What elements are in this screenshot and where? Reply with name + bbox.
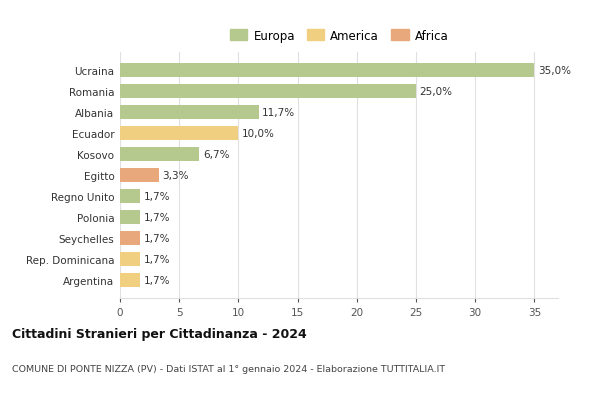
Bar xyxy=(120,211,140,225)
Bar xyxy=(120,253,140,267)
Bar xyxy=(120,106,259,120)
Text: 35,0%: 35,0% xyxy=(538,66,571,76)
Bar xyxy=(120,232,140,245)
Bar xyxy=(120,169,159,183)
Text: Cittadini Stranieri per Cittadinanza - 2024: Cittadini Stranieri per Cittadinanza - 2… xyxy=(12,327,307,340)
Bar xyxy=(120,148,199,162)
Text: 3,3%: 3,3% xyxy=(163,171,189,181)
Bar xyxy=(120,64,535,78)
Text: COMUNE DI PONTE NIZZA (PV) - Dati ISTAT al 1° gennaio 2024 - Elaborazione TUTTIT: COMUNE DI PONTE NIZZA (PV) - Dati ISTAT … xyxy=(12,364,445,373)
Text: 1,7%: 1,7% xyxy=(143,276,170,285)
Text: 10,0%: 10,0% xyxy=(242,129,275,139)
Text: 1,7%: 1,7% xyxy=(143,192,170,202)
Text: 1,7%: 1,7% xyxy=(143,255,170,265)
Text: 11,7%: 11,7% xyxy=(262,108,295,118)
Bar xyxy=(120,190,140,204)
Text: 25,0%: 25,0% xyxy=(419,87,452,97)
Bar xyxy=(120,85,416,99)
Bar xyxy=(120,274,140,288)
Bar xyxy=(120,127,238,141)
Legend: Europa, America, Africa: Europa, America, Africa xyxy=(230,29,448,43)
Text: 1,7%: 1,7% xyxy=(143,213,170,223)
Text: 6,7%: 6,7% xyxy=(203,150,229,160)
Text: 1,7%: 1,7% xyxy=(143,234,170,244)
